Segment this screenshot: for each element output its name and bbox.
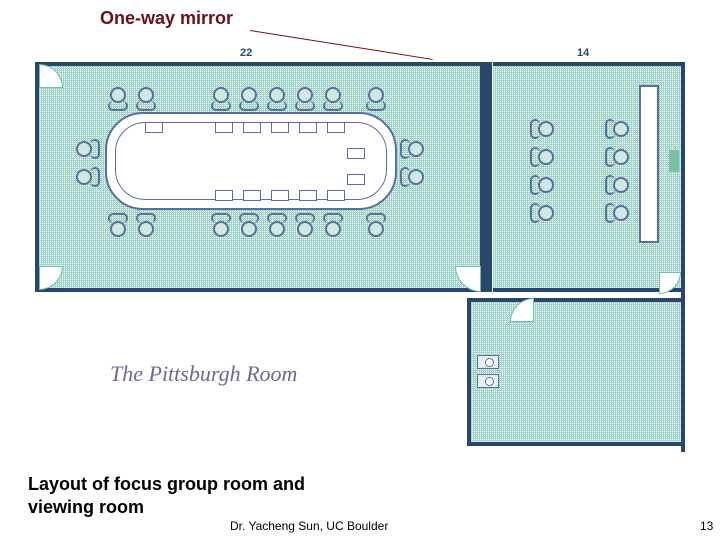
chair-main [405,138,427,160]
display-unit [639,85,659,243]
room-name: The Pittsburgh Room [110,361,297,387]
conference-table-inner [115,122,387,200]
placemat [271,122,289,133]
caption-line2: viewing room [28,497,144,517]
mirror-annotation-label: One-way mirror [100,8,233,29]
camera-icon [477,374,499,388]
wall-mirror [480,62,492,292]
wall-main-left [35,62,39,292]
chair-main [322,84,344,106]
chair-viewing [535,118,557,140]
chair-main [210,84,232,106]
wall-view-top [493,62,685,66]
placemat [271,190,289,201]
wall-view-bottom [493,288,685,292]
footer-credit: Dr. Yacheng Sun, UC Boulder [230,519,388,533]
page-number: 13 [700,519,713,533]
camera-icon [477,355,499,369]
chair-main [266,84,288,106]
viewing-room-lower-grid [467,302,685,442]
placemat [243,122,261,133]
chair-main [294,218,316,240]
wall-main-top [35,62,483,66]
caption-line1: Layout of focus group room and [28,474,305,494]
caption: Layout of focus group room and viewing r… [28,473,305,518]
chair-viewing [610,202,632,224]
chair-main [365,84,387,106]
chair-main [266,218,288,240]
chair-main [322,218,344,240]
placemat [327,122,345,133]
placemat [215,122,233,133]
chair-main [73,138,95,160]
chair-main [135,218,157,240]
placemat [327,190,345,201]
placemat [347,148,365,159]
chair-viewing [535,174,557,196]
dim-label-0: 22 [240,47,252,59]
chair-main [107,218,129,240]
wall-main-bottom [35,288,483,292]
chair-main [73,166,95,188]
chair-viewing [610,146,632,168]
chair-main [238,218,260,240]
chair-main [210,218,232,240]
chair-main [294,84,316,106]
wall-lower-right [681,298,685,446]
dim-label-1: 14 [577,47,589,59]
chair-main [238,84,260,106]
chair-viewing [610,118,632,140]
wall-lower-top [467,298,685,302]
placemat [145,122,163,133]
placemat [347,174,365,185]
placemat [299,122,317,133]
chair-main [135,84,157,106]
chair-main [365,218,387,240]
chair-main [405,166,427,188]
placemat [243,190,261,201]
wall-lower-left [467,298,471,446]
floorplan: 22 14 The Pittsburgh Room [35,50,685,445]
wall-lower-bottom [467,442,685,446]
placemat [215,190,233,201]
chair-viewing [610,174,632,196]
chair-viewing [535,146,557,168]
small-block [669,150,679,172]
chair-viewing [535,202,557,224]
placemat [299,190,317,201]
chair-main [107,84,129,106]
